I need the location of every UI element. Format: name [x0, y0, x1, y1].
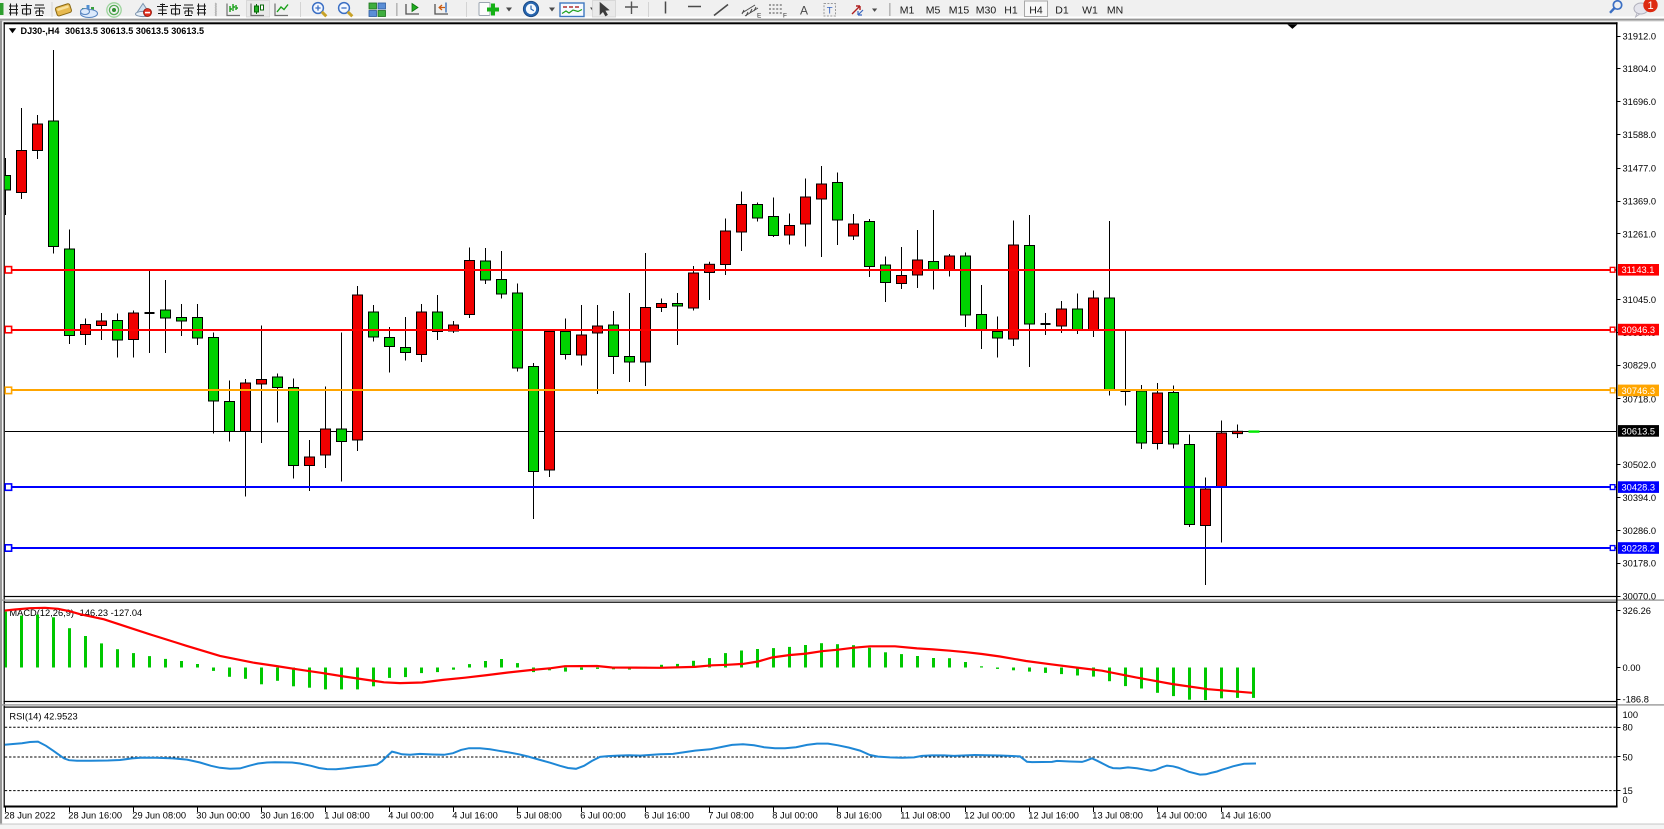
svg-text:30228.2: 30228.2	[1622, 543, 1656, 553]
svg-text:1 Jul 08:00: 1 Jul 08:00	[324, 811, 370, 821]
svg-text:7 Jul 08:00: 7 Jul 08:00	[708, 811, 754, 821]
svg-text:30718.0: 30718.0	[1623, 394, 1657, 404]
svg-text:6 Jul 16:00: 6 Jul 16:00	[644, 811, 690, 821]
svg-text:M1: M1	[900, 5, 915, 17]
svg-text:30502.0: 30502.0	[1623, 460, 1657, 470]
svg-text:12 Jul 00:00: 12 Jul 00:00	[964, 811, 1015, 821]
svg-text:15: 15	[1623, 786, 1633, 796]
svg-text:30829.0: 30829.0	[1623, 361, 1657, 371]
svg-text:30 Jun 00:00: 30 Jun 00:00	[196, 811, 250, 821]
svg-text:-186.8: -186.8	[1623, 695, 1649, 705]
svg-text:M15: M15	[949, 5, 970, 17]
svg-text:31261.0: 31261.0	[1623, 229, 1657, 239]
svg-text:F: F	[783, 13, 787, 20]
svg-text:326.26: 326.26	[1623, 606, 1651, 616]
svg-text:30070.0: 30070.0	[1623, 592, 1657, 602]
svg-text:6 Jul 00:00: 6 Jul 00:00	[580, 811, 626, 821]
svg-text:RSI(14) 42.9523: RSI(14) 42.9523	[9, 712, 77, 722]
svg-text:4 Jul 00:00: 4 Jul 00:00	[388, 811, 434, 821]
svg-text:8 Jul 00:00: 8 Jul 00:00	[772, 811, 818, 821]
svg-text:12 Jul 16:00: 12 Jul 16:00	[1028, 811, 1079, 821]
svg-text:MN: MN	[1107, 5, 1123, 17]
svg-text:30178.0: 30178.0	[1623, 559, 1657, 569]
svg-text:H4: H4	[1029, 5, 1043, 17]
svg-text:30286.0: 30286.0	[1623, 526, 1657, 536]
svg-text:28 Jun 16:00: 28 Jun 16:00	[68, 811, 122, 821]
svg-text:31588.0: 31588.0	[1623, 130, 1657, 140]
svg-text:30946.3: 30946.3	[1622, 325, 1656, 335]
svg-text:5 Jul 08:00: 5 Jul 08:00	[516, 811, 562, 821]
svg-text:DJ30-,H4: DJ30-,H4	[21, 26, 61, 36]
svg-text:50: 50	[1623, 752, 1633, 762]
svg-text:30428.3: 30428.3	[1622, 483, 1656, 493]
svg-text:T: T	[827, 6, 833, 17]
svg-text:A: A	[800, 4, 808, 18]
svg-text:31804.0: 31804.0	[1623, 64, 1657, 74]
svg-text:28 Jun 2022: 28 Jun 2022	[4, 811, 55, 821]
svg-text:31912.0: 31912.0	[1623, 31, 1657, 41]
svg-text:0: 0	[1623, 795, 1628, 805]
svg-text:31696.0: 31696.0	[1623, 97, 1657, 107]
svg-text:14 Jul 16:00: 14 Jul 16:00	[1220, 811, 1271, 821]
svg-text:0.00: 0.00	[1623, 663, 1641, 673]
svg-text:D1: D1	[1055, 5, 1069, 17]
svg-text:31143.1: 31143.1	[1622, 265, 1655, 275]
svg-text:30394.0: 30394.0	[1623, 493, 1657, 503]
svg-text:31369.0: 31369.0	[1623, 197, 1657, 207]
svg-text:4 Jul 16:00: 4 Jul 16:00	[452, 811, 498, 821]
svg-text:8 Jul 16:00: 8 Jul 16:00	[836, 811, 882, 821]
svg-text:100: 100	[1623, 710, 1639, 720]
svg-text:30613.5 30613.5 30613.5 30613.: 30613.5 30613.5 30613.5 30613.5	[65, 26, 204, 36]
svg-text:H1: H1	[1004, 5, 1018, 17]
svg-text:31045.0: 31045.0	[1623, 295, 1657, 305]
svg-text:14 Jul 00:00: 14 Jul 00:00	[1156, 811, 1207, 821]
svg-text:1: 1	[1647, 0, 1653, 12]
svg-text:29 Jun 08:00: 29 Jun 08:00	[132, 811, 186, 821]
svg-text:M30: M30	[976, 5, 997, 17]
svg-text:M5: M5	[926, 5, 941, 17]
svg-text:31477.0: 31477.0	[1623, 164, 1657, 174]
svg-text:W1: W1	[1082, 5, 1098, 17]
svg-text:80: 80	[1623, 723, 1633, 733]
svg-text:11 Jul 08:00: 11 Jul 08:00	[900, 811, 950, 821]
svg-text:30 Jun 16:00: 30 Jun 16:00	[260, 811, 314, 821]
svg-text:13 Jul 08:00: 13 Jul 08:00	[1092, 811, 1143, 821]
svg-text:30746.3: 30746.3	[1622, 386, 1656, 396]
svg-text:30613.5: 30613.5	[1622, 426, 1656, 436]
svg-text:E: E	[757, 13, 762, 20]
